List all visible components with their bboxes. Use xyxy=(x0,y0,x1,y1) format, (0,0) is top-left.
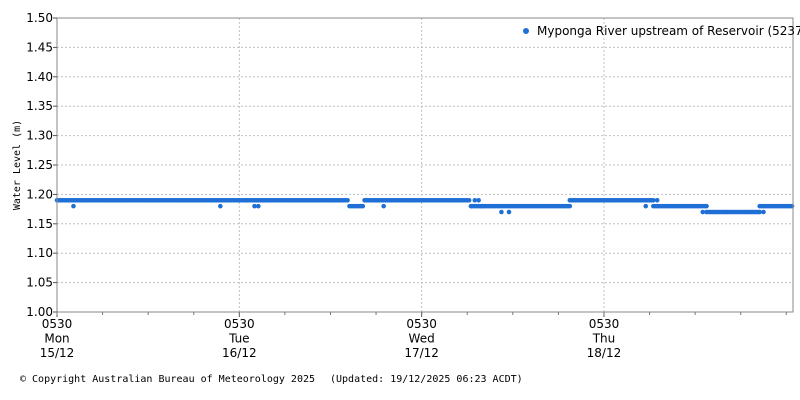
y-tick-label: 1.15 xyxy=(26,217,53,231)
y-tick-label: 1.20 xyxy=(26,187,53,201)
data-point xyxy=(366,197,371,203)
data-point xyxy=(225,197,231,203)
data-point xyxy=(499,209,504,215)
copyright-text: © Copyright Australian Bureau of Meteoro… xyxy=(20,374,316,385)
data-point xyxy=(244,197,250,203)
data-point xyxy=(472,197,478,203)
y-tick-label: 1.10 xyxy=(26,246,53,260)
data-point xyxy=(480,203,485,209)
x-tick-label: 15/12 xyxy=(40,346,75,360)
data-point xyxy=(71,203,76,209)
y-tick-label: 1.50 xyxy=(26,11,53,25)
x-axis-ticks: 0530Mon15/120530Tue16/120530Wed17/120530… xyxy=(40,312,787,360)
y-axis-label: Water Level (m) xyxy=(12,120,23,210)
data-point xyxy=(468,203,474,209)
x-tick-label: 0530 xyxy=(224,317,255,331)
y-tick-label: 1.35 xyxy=(26,99,53,113)
y-tick-label: 1.00 xyxy=(26,305,53,319)
x-tick-label: Mon xyxy=(44,332,69,346)
data-point xyxy=(757,209,763,215)
y-tick-label: 1.45 xyxy=(26,40,53,54)
data-point xyxy=(373,197,379,203)
legend-label: Myponga River upstream of Reservoir (523… xyxy=(537,24,800,38)
data-point xyxy=(476,197,481,203)
y-tick-label: 1.30 xyxy=(26,129,53,143)
legend-marker xyxy=(523,28,529,34)
data-point xyxy=(700,209,706,215)
x-tick-label: 0530 xyxy=(42,317,73,331)
data-points xyxy=(54,197,795,215)
x-tick-label: Thu xyxy=(592,332,616,346)
x-tick-label: 0530 xyxy=(589,317,620,331)
x-tick-label: 17/12 xyxy=(404,346,439,360)
data-point xyxy=(761,209,766,215)
y-tick-label: 1.25 xyxy=(26,158,53,172)
data-point xyxy=(651,197,656,203)
y-tick-label: 1.05 xyxy=(26,276,53,290)
data-point xyxy=(362,197,367,203)
x-tick-label: 0530 xyxy=(406,317,437,331)
data-point xyxy=(252,203,257,209)
data-point xyxy=(381,203,386,209)
x-tick-label: Wed xyxy=(409,332,435,346)
grid-lines xyxy=(56,17,793,313)
data-point xyxy=(506,209,512,215)
data-point xyxy=(218,203,223,209)
data-point xyxy=(789,203,795,209)
data-point xyxy=(654,197,660,203)
data-point xyxy=(643,203,649,209)
x-tick-label: 18/12 xyxy=(587,346,622,360)
y-tick-label: 1.40 xyxy=(26,70,53,84)
data-point xyxy=(567,203,573,209)
x-tick-label: Tue xyxy=(228,332,250,346)
data-point xyxy=(704,203,709,209)
y-axis-ticks: 1.00 1.05 1.10 1.15 1.20 1.25 1.30 1.35 1.40 1.45… xyxy=(26,11,57,319)
x-tick-label: 16/12 xyxy=(222,346,257,360)
data-point xyxy=(360,203,366,209)
data-point xyxy=(466,197,472,203)
data-point xyxy=(254,197,259,203)
updated-text: (Updated: 19/12/2025 06:23 ACDT) xyxy=(330,374,523,385)
data-point xyxy=(449,197,455,203)
data-point xyxy=(345,197,350,203)
legend: Myponga River upstream of Reservoir (523… xyxy=(523,24,800,38)
data-point xyxy=(256,203,261,209)
